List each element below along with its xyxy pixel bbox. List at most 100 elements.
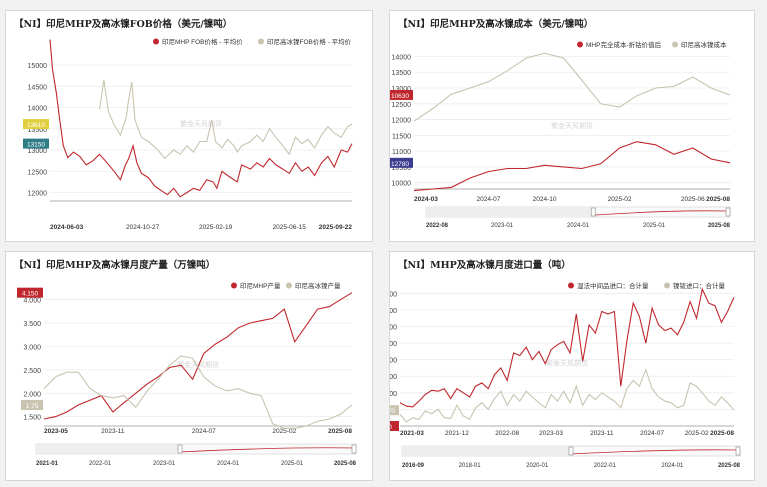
watermark: 紫金天风期货 [177, 360, 219, 369]
y-tick-label: 14500 [28, 84, 48, 91]
x-tick-label: 2021-03 [400, 430, 424, 437]
navigator-tick-label: 2024-01 [217, 461, 240, 467]
y-tick-label: 80000 [390, 358, 397, 365]
x-tick-label: 2024-10-27 [126, 224, 160, 231]
x-tick-label: 2024-06-03 [50, 224, 84, 231]
value-badge [23, 138, 49, 149]
navigator-handle-right[interactable] [725, 207, 731, 217]
navigator-tick-label: 2022-08 [426, 223, 449, 229]
chart-output: 紫金天风期货 1.500 2.000 2.500 3.000 3.500 4.000 2023… [17, 281, 357, 467]
navigator-tick-label: 2023-01 [153, 461, 176, 467]
navigator-tick-label: 2024-01 [661, 463, 684, 469]
x-tick-label: 2023-11 [590, 430, 614, 437]
navigator-tick-label: 2024-01 [567, 223, 590, 229]
series-line-1 [413, 141, 731, 192]
navigator-handle-left[interactable] [568, 446, 574, 456]
y-tick-label: 160000 [390, 291, 397, 298]
y-tick-label: 12500 [28, 169, 48, 176]
chart-title: 【NI】印尼MHP及高冰镍FOB价格（美元/镍吨） [14, 19, 233, 30]
value-badge [390, 405, 399, 416]
y-tick-label: 13500 [392, 70, 412, 77]
chart-imports: 紫金天风期货0200004000060000800001000001200001… [390, 281, 741, 469]
navigator-handle-right[interactable] [351, 444, 357, 454]
watermark: 紫金天风期货 [180, 119, 222, 128]
value-badge-label: 4.150 [22, 291, 39, 298]
value-badge [23, 119, 49, 130]
y-tick-label: 3.000 [23, 344, 41, 351]
chart-panel-output: 【NI】印尼MHP及高冰镍月度产量（万镍吨） 紫金天风期货 1.500 2.000 2… [5, 251, 373, 481]
value-badge-label: 13150 [27, 142, 45, 149]
series-line-2 [98, 79, 353, 160]
value-badge-label: 1.75 [26, 403, 39, 410]
series-line-1 [43, 292, 353, 420]
x-tick-label: 2022-08 [495, 430, 519, 437]
value-badge-label: 19070 [390, 408, 395, 415]
watermark: 紫金天风期货 [546, 359, 588, 368]
x-tick-label: 2025-09-22 [319, 224, 353, 231]
value-badge [21, 399, 43, 410]
navigator-tick-label: 2025-01 [281, 461, 304, 467]
x-tick-label: 2025-08 [706, 196, 730, 203]
y-tick-label: 40000 [390, 391, 397, 398]
legend-label: 印尼高冰镍产量 [295, 281, 341, 290]
chart-panel-cost: 【NI】印尼MHP及高冰镍成本（美元/镍吨） 紫金天风期货 10000 10500 1… [389, 10, 755, 242]
legend-label: 湿法中间品进口：合计量 [577, 281, 649, 290]
x-tick-label: 2025-02 [272, 428, 296, 435]
legend-label: 印尼高冰镍成本 [681, 40, 727, 49]
y-tick-label: 2.000 [23, 391, 41, 398]
y-tick-label: 13000 [392, 86, 412, 93]
y-tick-label: 15000 [28, 63, 48, 70]
y-tick-label: 120000 [390, 324, 397, 331]
chart-cost: 紫金天风期货 10000 10500 11000 11500 12000 12500 1300… [390, 40, 731, 229]
legend-marker [258, 38, 264, 45]
value-badge-label: 13610 [27, 122, 45, 129]
x-tick-label: 2024-03 [414, 196, 438, 203]
y-tick-label: 13000 [28, 148, 48, 155]
series-line-2 [399, 367, 735, 423]
legend-label: 印尼MHP FOB价格 - 平均价 [162, 37, 243, 46]
navigator-handle-left[interactable] [590, 207, 596, 217]
navigator-tick-label: 2020-01 [526, 463, 549, 469]
chart-title: 【NI】印尼MHP及高冰镍月度产量（万镍吨） [14, 260, 216, 271]
legend-marker [231, 282, 237, 289]
legend-marker [568, 282, 574, 289]
legend-label: 印尼高冰镍FOB价格 - 平均价 [267, 37, 352, 46]
y-tick-label: 60000 [390, 374, 397, 381]
y-tick-label: 2.500 [23, 368, 41, 375]
x-tick-label: 2023-05 [44, 428, 68, 435]
series-line-1 [399, 287, 735, 408]
chart-panel-imports: 【NI】MHP及高冰镍月度进口量（吨） 紫金天风期货02000040000600… [389, 251, 755, 481]
x-tick-label: 2025-06 [681, 196, 705, 203]
navigator-mask [402, 446, 571, 456]
value-badge [390, 157, 413, 168]
y-tick-label: 12000 [392, 118, 412, 125]
navigator-series [179, 447, 357, 453]
navigator-tick-label: 2018-01 [459, 463, 482, 469]
x-tick-label: 2021-12 [445, 430, 469, 437]
y-tick-label: 12000 [28, 191, 48, 198]
navigator-mask [36, 444, 180, 454]
value-badge-label: 0 [390, 424, 392, 431]
y-tick-label: 140000 [390, 308, 397, 315]
chart-panel-fob-price: 【NI】印尼MHP及高冰镍FOB价格（美元/镍吨） 紫金天风期货 12000 125… [5, 10, 373, 242]
x-tick-label: 2024-10 [533, 196, 557, 203]
x-tick-label: 2025-08 [328, 428, 352, 435]
navigator-tick-label: 2022-01 [594, 463, 617, 469]
navigator-mask [426, 207, 594, 217]
legend-label: MHP完全成本-折钴价值后 [586, 40, 662, 49]
y-tick-label: 100000 [390, 341, 397, 348]
legend-marker [577, 41, 583, 48]
navigator-handle-right[interactable] [735, 446, 741, 456]
navigator-tick-label: 2021-01 [36, 461, 59, 467]
navigator-tick-label: 2025-08 [708, 223, 731, 229]
y-tick-label: 13500 [28, 127, 48, 134]
navigator-handle-left[interactable] [177, 444, 183, 454]
navigator-series [570, 449, 741, 455]
legend-marker [286, 282, 292, 289]
series-line-2 [43, 355, 353, 429]
y-tick-label: 12500 [392, 102, 412, 109]
navigator-tick-label: 2022-01 [89, 461, 112, 467]
navigator-series [593, 210, 731, 216]
x-tick-label: 2023-11 [101, 428, 125, 435]
y-tick-label: 14000 [392, 54, 412, 61]
